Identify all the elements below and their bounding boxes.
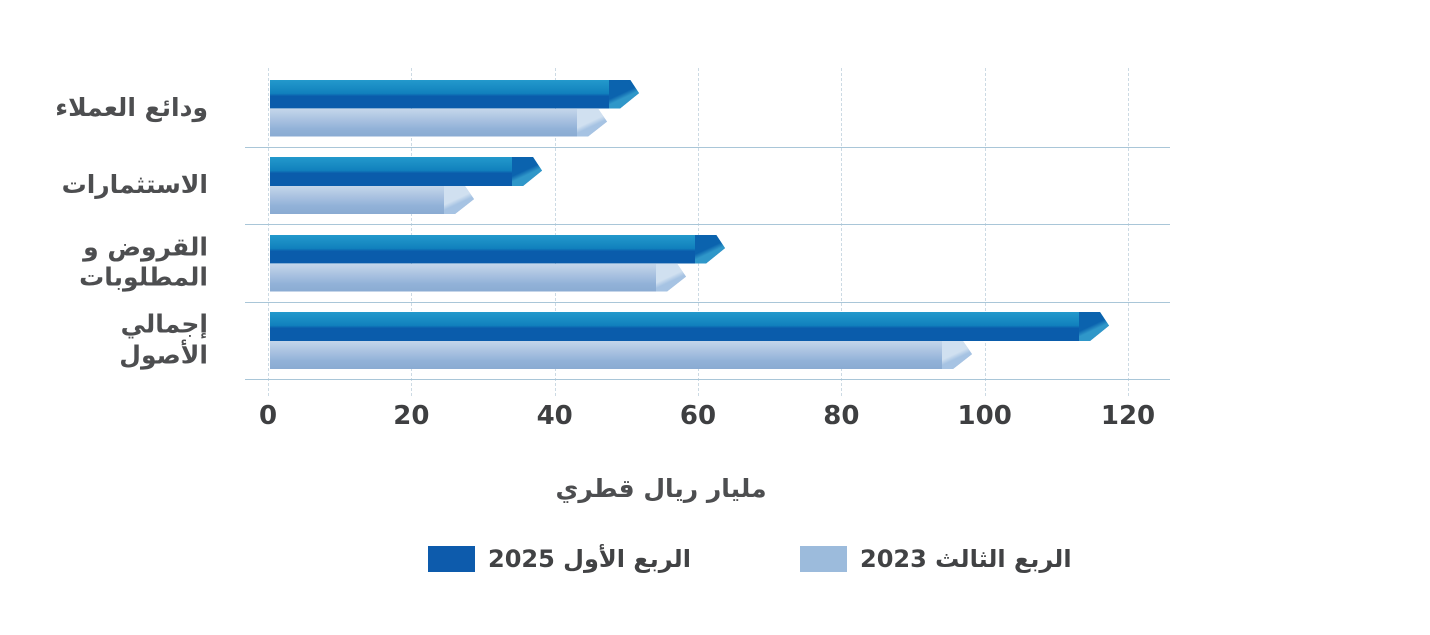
legend-label-q1-2025: الربع الأول 2025 xyxy=(488,545,691,573)
x-tick-label-0: 0 xyxy=(258,401,278,431)
x-axis-title: مليار ريال قطري xyxy=(555,474,767,503)
bar-tip xyxy=(695,235,725,264)
bar-q1-2025-3 xyxy=(270,312,1109,341)
x-tick-label-60: 60 xyxy=(679,401,717,431)
separator-line-3 xyxy=(245,379,1170,380)
legend-item-q3-2023: الربع الثالث 2023 xyxy=(800,545,1072,573)
bar-tip xyxy=(444,186,474,214)
bar-q1-2025-2 xyxy=(270,235,725,264)
bar-q3-2023-2 xyxy=(270,264,686,292)
category-label-0: ودائع العملاء xyxy=(55,92,208,122)
bar-tip xyxy=(577,109,607,137)
bar-q1-2025-0 xyxy=(270,80,639,109)
separator-line-0 xyxy=(245,146,1170,148)
bar-q1-2025-1 xyxy=(270,157,542,186)
gridline-100 xyxy=(984,68,986,396)
gridline-80 xyxy=(841,68,843,396)
bar-tip xyxy=(942,341,972,369)
legend-swatch-q1-2025 xyxy=(428,546,475,572)
bar-q3-2023-3 xyxy=(270,341,972,369)
category-label-2: القروض و المطلوبات xyxy=(79,232,208,292)
gridline-0 xyxy=(268,68,269,396)
gridline-120 xyxy=(1128,68,1129,396)
category-label-1: الاستثمارات xyxy=(61,170,208,199)
gridline-20 xyxy=(411,68,413,396)
legend-swatch-q3-2023 xyxy=(800,546,847,572)
bar-tip xyxy=(1079,312,1109,341)
x-tick-label-20: 20 xyxy=(393,401,430,431)
bar-q3-2023-1 xyxy=(270,186,474,214)
gridline-60 xyxy=(698,68,699,396)
legend-item-q1-2025: الربع الأول 2025 xyxy=(428,545,691,573)
bar-tip xyxy=(512,157,542,186)
separator-line-2 xyxy=(245,301,1170,303)
category-label-3: إجمالي الأصول xyxy=(119,309,208,370)
x-tick-label-100: 100 xyxy=(957,401,1012,431)
bar-tip xyxy=(609,80,639,109)
legend-label-q3-2023: الربع الثالث 2023 xyxy=(860,545,1072,573)
bar-q3-2023-0 xyxy=(270,109,607,137)
separator-line-1 xyxy=(245,224,1170,225)
x-tick-label-80: 80 xyxy=(823,401,860,431)
gridline-40 xyxy=(554,68,556,396)
bar-tip xyxy=(656,264,686,292)
x-tick-label-120: 120 xyxy=(1100,401,1156,431)
x-tick-label-40: 40 xyxy=(536,401,573,431)
